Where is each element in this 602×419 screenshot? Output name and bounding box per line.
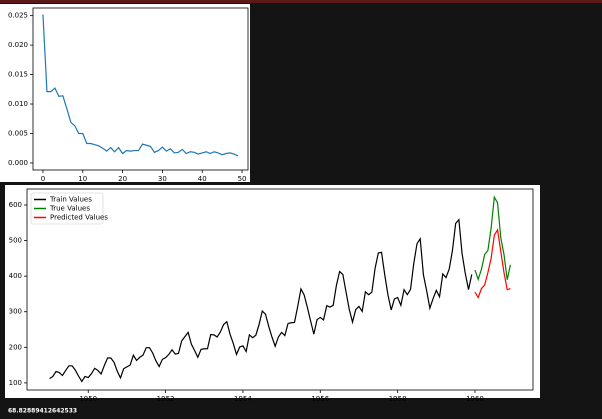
x-tick-label: 40 <box>198 175 207 183</box>
y-tick-label: 0.025 <box>8 12 28 20</box>
y-tick-label: 300 <box>9 308 22 316</box>
y-tick-label: 0.015 <box>8 71 28 79</box>
x-tick-label: 1954 <box>234 395 252 403</box>
x-tick-label: 1956 <box>311 395 329 403</box>
y-tick-label: 0.020 <box>8 41 28 49</box>
x-tick-label: 10 <box>78 175 87 183</box>
x-tick-label: 1952 <box>157 395 175 403</box>
y-tick-label: 0.000 <box>8 159 28 167</box>
axes-panel <box>0 4 250 182</box>
axes-frame <box>32 7 249 171</box>
y-tick-label: 0.010 <box>8 100 28 108</box>
x-tick-label: 50 <box>238 175 247 183</box>
output-text: 68.82889412642533 <box>8 408 77 415</box>
legend-box <box>30 192 104 225</box>
x-tick-label: 0 <box>41 175 45 183</box>
data-line <box>474 228 511 299</box>
y-tick-label: 400 <box>9 272 22 280</box>
cell-border <box>0 0 602 3</box>
y-tick-label: 600 <box>9 201 22 209</box>
data-line <box>42 14 239 157</box>
data-line <box>474 195 512 282</box>
legend-label: True Values <box>49 205 90 213</box>
y-tick-label: 100 <box>9 379 22 387</box>
x-tick-label: 20 <box>118 175 127 183</box>
legend-label: Predicted Values <box>50 214 108 222</box>
x-tick-label: 1958 <box>389 395 407 403</box>
x-tick-label: 1950 <box>79 395 97 403</box>
x-tick-label: 1960 <box>466 395 484 403</box>
axes-frame <box>26 188 534 391</box>
y-tick-label: 0.005 <box>8 129 28 137</box>
data-line <box>49 218 473 383</box>
y-tick-label: 500 <box>9 237 22 245</box>
y-tick-label: 200 <box>9 343 22 351</box>
legend-label: Train Values <box>49 196 92 204</box>
x-tick-label: 30 <box>158 175 167 183</box>
